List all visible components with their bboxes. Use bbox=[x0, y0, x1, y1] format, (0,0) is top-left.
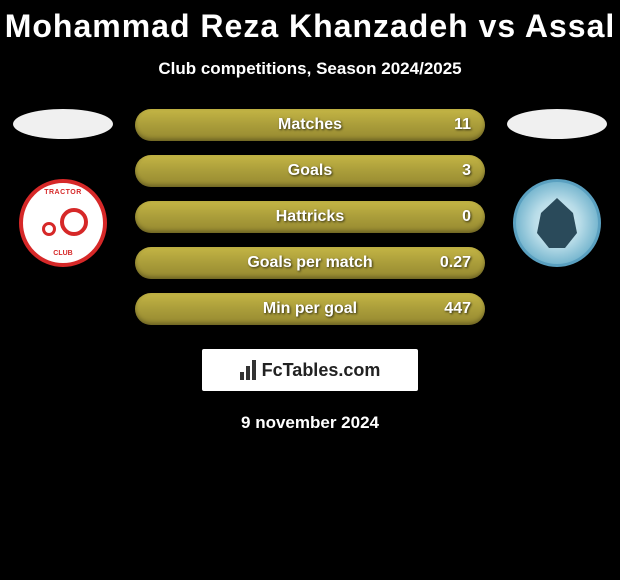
stat-label: Matches bbox=[278, 116, 342, 134]
player-photo-placeholder-right bbox=[507, 109, 607, 139]
player-photo-placeholder-left bbox=[13, 109, 113, 139]
club-logo-left-label-bottom: CLUB bbox=[53, 250, 72, 257]
site-logo-box: FcTables.com bbox=[202, 349, 418, 391]
stat-value: 0 bbox=[462, 208, 471, 226]
club-logo-right bbox=[513, 179, 601, 267]
bar-chart-icon bbox=[240, 360, 256, 380]
stat-label: Goals bbox=[288, 162, 332, 180]
stat-value: 447 bbox=[444, 300, 471, 318]
stat-value: 3 bbox=[462, 162, 471, 180]
tractor-icon bbox=[38, 208, 88, 238]
stats-column: Matches 11 Goals 3 Hattricks 0 Goals per… bbox=[135, 109, 485, 339]
date-line: 9 november 2024 bbox=[0, 413, 620, 433]
comparison-infographic: Mohammad Reza Khanzadeh vs Assal Club co… bbox=[0, 0, 620, 433]
club-logo-left: TRACTOR CLUB bbox=[19, 179, 107, 267]
fctables-logo: FcTables.com bbox=[240, 360, 381, 381]
stat-value: 0.27 bbox=[440, 254, 471, 272]
stat-label: Min per goal bbox=[263, 300, 357, 318]
stat-bar-matches: Matches 11 bbox=[135, 109, 485, 141]
stat-label: Goals per match bbox=[247, 254, 372, 272]
club-logo-left-label-top: TRACTOR bbox=[44, 189, 82, 196]
stat-value: 11 bbox=[454, 116, 471, 134]
shield-icon bbox=[537, 198, 577, 248]
page-title: Mohammad Reza Khanzadeh vs Assal bbox=[0, 0, 620, 45]
right-column bbox=[502, 109, 612, 267]
main-row: TRACTOR CLUB Matches 11 Goals 3 Hattrick… bbox=[0, 109, 620, 339]
site-name: FcTables.com bbox=[262, 360, 381, 381]
stat-bar-min-per-goal: Min per goal 447 bbox=[135, 293, 485, 325]
stat-label: Hattricks bbox=[276, 208, 344, 226]
stat-bar-goals: Goals 3 bbox=[135, 155, 485, 187]
left-column: TRACTOR CLUB bbox=[8, 109, 118, 267]
stat-bar-goals-per-match: Goals per match 0.27 bbox=[135, 247, 485, 279]
stat-bar-hattricks: Hattricks 0 bbox=[135, 201, 485, 233]
subtitle: Club competitions, Season 2024/2025 bbox=[0, 59, 620, 79]
